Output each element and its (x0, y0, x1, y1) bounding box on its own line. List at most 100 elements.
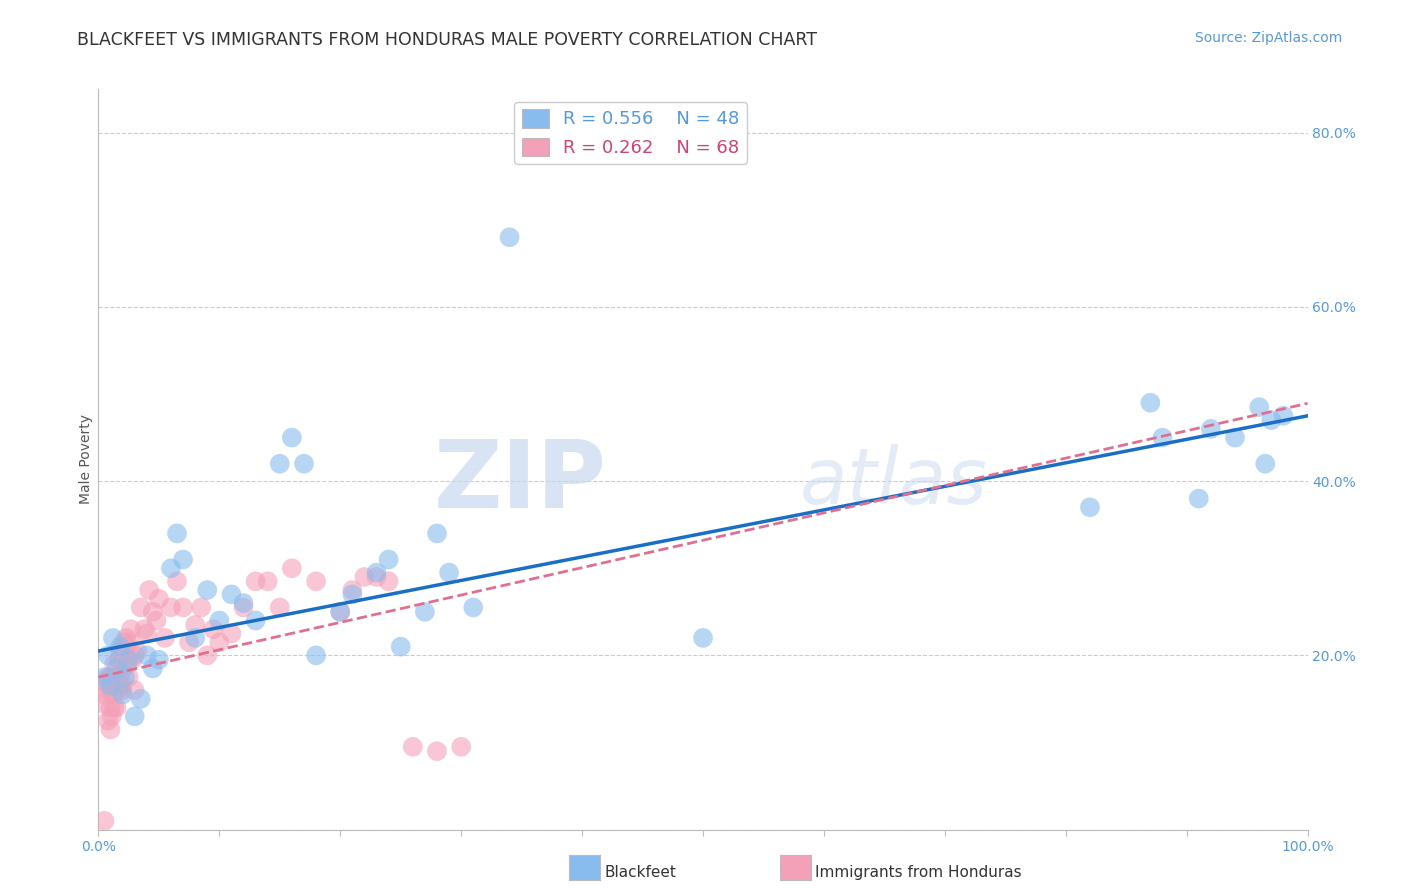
Point (93, 814, 115, 828)
Point (108, 670, 131, 684)
Point (450, 739, 472, 754)
Point (184, 631, 207, 645)
Text: atlas: atlas (800, 443, 987, 520)
Text: ZIP: ZIP (433, 435, 606, 527)
Point (498, 230, 520, 244)
Point (1272, 409, 1295, 423)
Point (101, 631, 124, 645)
Point (202, 622, 225, 636)
Point (118, 670, 141, 684)
Point (101, 688, 124, 702)
Point (118, 635, 141, 649)
Point (1254, 457, 1277, 471)
Point (124, 648, 146, 663)
Point (256, 574, 278, 589)
Point (269, 457, 291, 471)
Point (107, 683, 129, 698)
Point (692, 631, 714, 645)
Point (179, 635, 201, 649)
Point (97, 714, 120, 728)
Point (134, 622, 156, 636)
Point (104, 674, 127, 689)
Point (111, 661, 134, 675)
Point (208, 635, 231, 649)
Point (96, 679, 118, 693)
Point (377, 552, 399, 566)
Point (127, 644, 149, 658)
Point (232, 596, 254, 610)
Point (281, 431, 304, 445)
Point (366, 570, 388, 584)
Point (426, 526, 449, 541)
Point (426, 744, 449, 758)
Point (166, 574, 188, 589)
Point (111, 683, 134, 698)
Point (97, 648, 120, 663)
Text: Immigrants from Honduras: Immigrants from Honduras (815, 865, 1022, 880)
Point (329, 605, 352, 619)
Point (124, 709, 146, 723)
Point (97, 670, 120, 684)
Legend: R = 0.556    N = 48, R = 0.262    N = 68: R = 0.556 N = 48, R = 0.262 N = 68 (515, 102, 747, 164)
Point (437, 566, 460, 580)
Point (292, 457, 315, 471)
Point (172, 600, 194, 615)
Point (114, 640, 136, 654)
Point (1223, 431, 1246, 445)
Point (103, 657, 125, 671)
Point (103, 700, 125, 714)
Point (129, 600, 152, 615)
Point (142, 605, 165, 619)
Text: BLACKFEET VS IMMIGRANTS FROM HONDURAS MALE POVERTY CORRELATION CHART: BLACKFEET VS IMMIGRANTS FROM HONDURAS MA… (77, 31, 817, 49)
Point (135, 648, 157, 663)
Y-axis label: Male Poverty: Male Poverty (79, 415, 93, 504)
Point (121, 653, 143, 667)
Point (221, 626, 243, 640)
Point (366, 566, 388, 580)
Point (118, 653, 141, 667)
Point (135, 626, 157, 640)
Point (208, 614, 231, 628)
Point (269, 600, 291, 615)
Point (245, 574, 267, 589)
Point (305, 574, 328, 589)
Point (110, 679, 132, 693)
Point (232, 600, 254, 615)
Point (172, 552, 194, 566)
Point (108, 653, 131, 667)
Point (142, 661, 165, 675)
Point (124, 683, 146, 698)
Point (105, 700, 128, 714)
Point (342, 587, 364, 601)
Point (100, 723, 122, 737)
Point (108, 644, 131, 658)
Point (100, 670, 122, 684)
Point (100, 679, 122, 693)
Point (1078, 500, 1101, 515)
Point (353, 570, 375, 584)
Point (112, 635, 135, 649)
Point (305, 648, 328, 663)
Point (100, 709, 122, 723)
Point (1188, 491, 1211, 506)
Point (105, 670, 128, 684)
Point (129, 692, 152, 706)
Point (245, 614, 267, 628)
Point (413, 605, 436, 619)
Point (377, 574, 399, 589)
Point (389, 640, 412, 654)
Point (463, 600, 485, 615)
Point (120, 622, 142, 636)
Point (1199, 422, 1222, 436)
Point (402, 739, 425, 754)
Point (145, 614, 167, 628)
Text: Blackfeet: Blackfeet (605, 865, 676, 880)
Point (115, 631, 138, 645)
Point (190, 600, 212, 615)
Point (160, 600, 183, 615)
Point (342, 582, 364, 597)
Point (1260, 413, 1282, 427)
Point (153, 631, 176, 645)
Point (195, 648, 218, 663)
Point (1139, 396, 1161, 410)
